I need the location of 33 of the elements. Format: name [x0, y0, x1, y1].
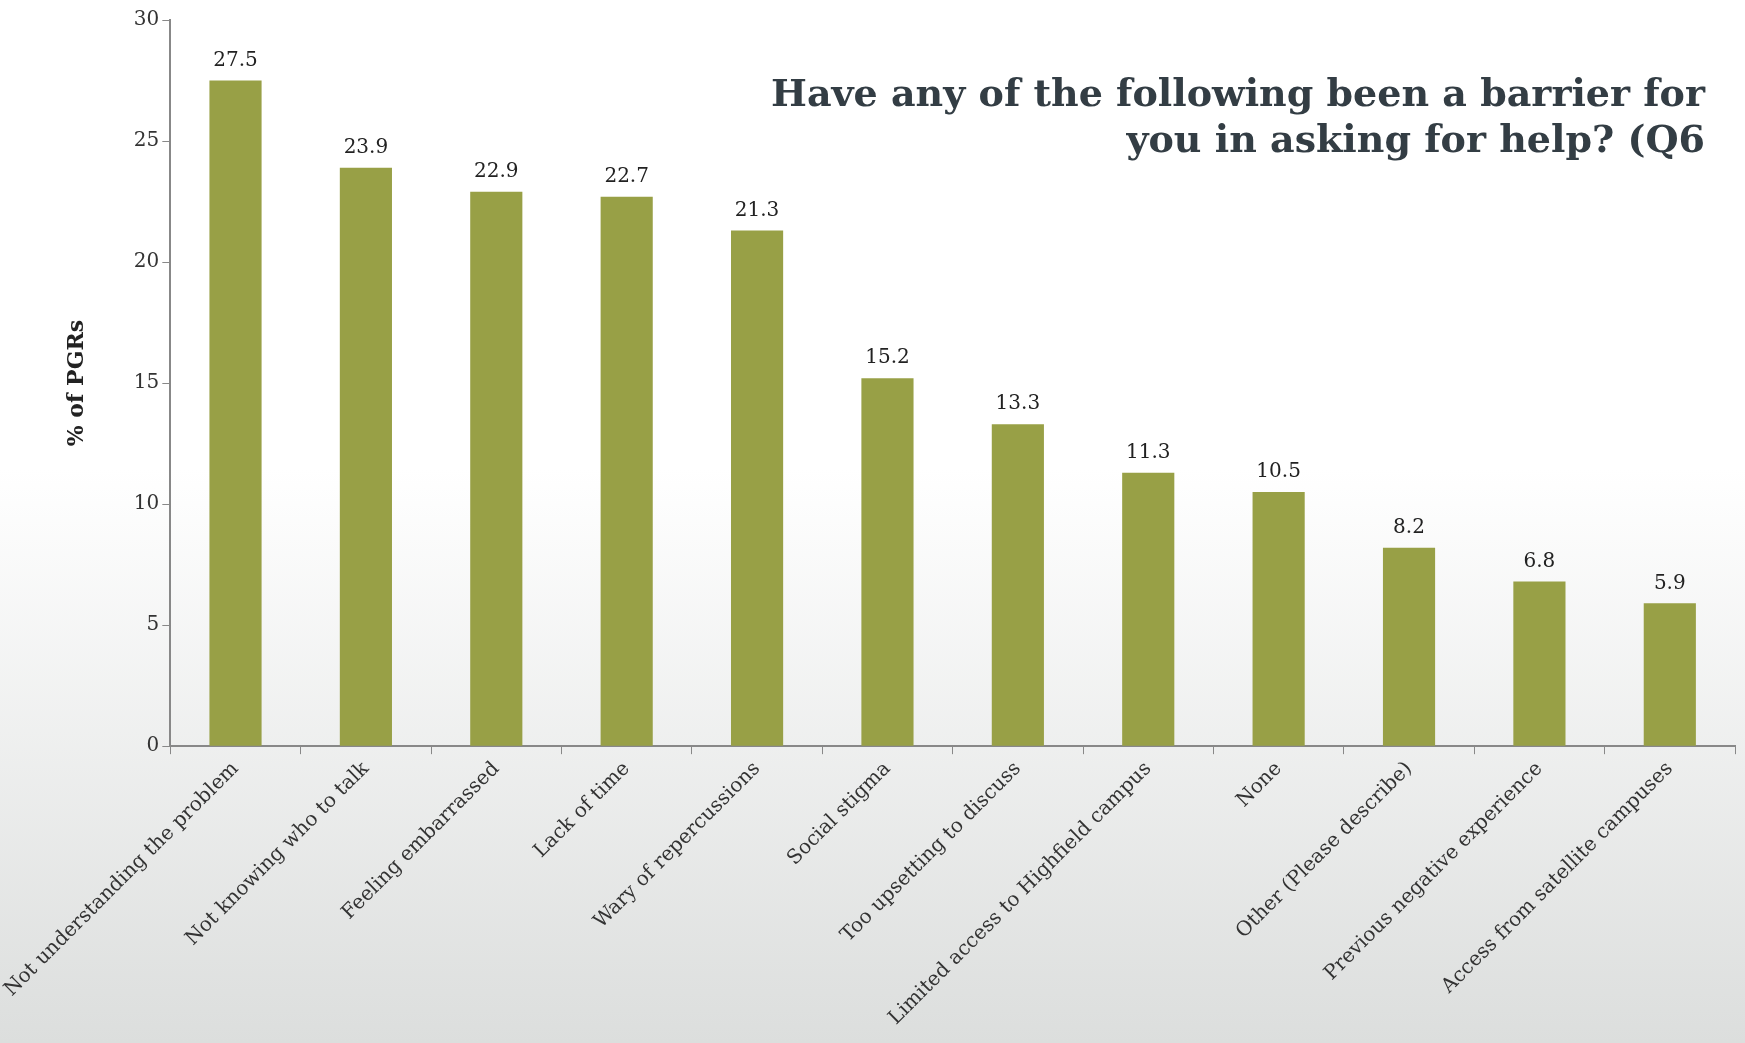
bar	[861, 378, 914, 746]
bar	[1382, 547, 1436, 746]
data-label: 23.9	[343, 133, 389, 158]
bar	[339, 167, 392, 746]
y-tick-label: 20	[133, 248, 160, 273]
data-label: 22.7	[604, 162, 649, 187]
data-label: 10.5	[1256, 458, 1301, 483]
bar	[1252, 492, 1305, 746]
bar	[470, 191, 523, 746]
bar	[1643, 603, 1696, 746]
bar	[1513, 581, 1566, 746]
data-label: 11.3	[1125, 438, 1171, 463]
y-tick-label: 5	[146, 611, 160, 636]
data-label: 6.8	[1523, 547, 1556, 572]
y-tick-label: 10	[133, 490, 160, 515]
bar	[600, 196, 653, 746]
data-label: 5.9	[1653, 569, 1686, 594]
bar	[1122, 472, 1175, 746]
data-label: 8.2	[1393, 513, 1425, 538]
data-label: 15.2	[865, 344, 910, 369]
data-label: 13.3	[995, 390, 1041, 415]
bar	[209, 80, 262, 746]
y-tick-label: 15	[133, 369, 160, 394]
data-label: 22.9	[474, 158, 519, 183]
data-label: 21.3	[734, 196, 780, 221]
bar	[730, 230, 784, 746]
y-tick-label: 0	[146, 732, 160, 757]
data-label: 27.5	[213, 46, 258, 71]
y-axis-title: % of PGRs	[62, 319, 89, 447]
y-tick-label: 30	[133, 6, 160, 31]
y-tick-label: 25	[133, 127, 160, 152]
bar	[991, 424, 1044, 746]
text: Have any of the following been a barrier for you in asking for help? (Q6	[770, 70, 1705, 162]
